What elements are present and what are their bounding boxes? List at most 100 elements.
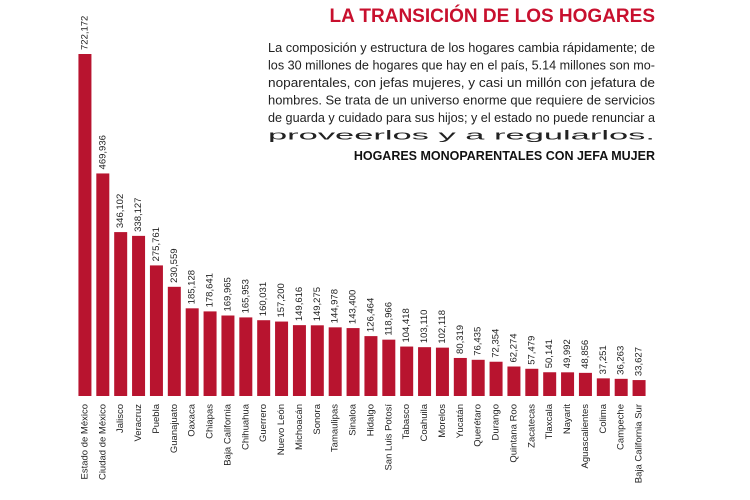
category-label: Coahuila (419, 403, 430, 441)
value-label: 49,992 (562, 339, 573, 368)
bar (453, 357, 467, 396)
chart-title: LA TRANSICIÓN DE LOS HOGARES (330, 5, 655, 27)
value-label: 80,319 (455, 325, 466, 354)
category-label: Estado de México (79, 404, 90, 480)
description-line: noparentales, con jefas mujeres, y casi … (268, 76, 655, 90)
value-label: 469,936 (97, 135, 108, 169)
value-label: 102,118 (437, 310, 448, 344)
category-label: Hidalgo (365, 404, 376, 436)
value-label: 126,464 (365, 298, 376, 332)
value-label: 48,856 (580, 340, 591, 369)
category-label: Zacatecas (526, 404, 537, 448)
value-label: 37,251 (598, 345, 609, 374)
description-line: de guarda y cuidado para sus hijos; y el… (268, 111, 655, 125)
description-line: proveerlos y a regularlos. (268, 129, 655, 143)
category-label: Ciudad de México (97, 404, 108, 480)
chart-subtitle: HOGARES MONOPARENTALES CON JEFA MUJER (354, 149, 655, 163)
bar (578, 372, 592, 396)
value-label: 118,966 (383, 302, 394, 336)
category-label: Michoacán (294, 404, 305, 450)
value-label: 165,953 (240, 279, 251, 313)
bar (149, 265, 163, 396)
bar (310, 325, 324, 396)
category-label: Aguascalientes (580, 404, 591, 469)
bar (221, 315, 235, 396)
bar (471, 359, 485, 396)
value-label: 143,400 (348, 290, 359, 324)
category-label: Sinaloa (348, 403, 359, 435)
category-label: San Luis Potosí (383, 404, 394, 471)
category-label: Nuevo León (276, 404, 287, 455)
category-label: Jalisco (115, 404, 126, 433)
bar (114, 232, 128, 396)
description-line: La composición y estructura de los hogar… (268, 41, 655, 55)
value-label: 149,275 (312, 287, 323, 321)
category-label: Durango (491, 404, 502, 440)
bar (275, 321, 289, 396)
bar (418, 347, 432, 396)
value-label: 50,141 (544, 339, 555, 368)
category-label: Chiapas (205, 404, 216, 439)
description-line: hombres. Se trata de un universo enorme … (268, 94, 655, 108)
bar (257, 320, 271, 396)
bar (525, 368, 539, 396)
category-label: Querétaro (473, 404, 484, 447)
category-label: Chihuahua (240, 403, 251, 450)
bar (96, 173, 110, 396)
category-label: Baja California (222, 403, 233, 465)
value-label: 185,128 (187, 270, 198, 304)
bar (185, 308, 199, 396)
bar (364, 336, 378, 396)
category-label: Guerrero (258, 404, 269, 442)
value-label: 160,031 (258, 282, 269, 316)
bar (346, 328, 360, 396)
value-label: 338,127 (133, 198, 144, 232)
bar (132, 235, 146, 396)
value-label: 275,761 (151, 227, 162, 261)
bar (489, 361, 503, 396)
bar (328, 327, 342, 396)
value-label: 346,102 (115, 194, 126, 228)
bar (78, 54, 92, 396)
bar (239, 317, 253, 396)
category-label: Colima (598, 403, 609, 433)
bar (507, 366, 521, 396)
category-label: Puebla (151, 403, 162, 433)
category-label: Tabasco (401, 404, 412, 439)
bar (561, 372, 575, 396)
category-label: Sonora (312, 403, 323, 434)
category-label: Guanajuato (169, 404, 180, 453)
category-label: Tlaxcala (544, 403, 555, 439)
value-label: 62,274 (508, 333, 519, 362)
category-label: Baja California Sur (634, 404, 645, 483)
value-label: 57,479 (526, 336, 537, 365)
bar (203, 311, 217, 396)
value-label: 72,354 (491, 329, 502, 358)
bar (632, 380, 646, 396)
category-label: Veracruz (133, 404, 144, 442)
value-label: 103,110 (419, 310, 430, 344)
bar (596, 378, 610, 396)
bar (292, 325, 306, 396)
category-label: Oaxaca (187, 403, 198, 436)
value-label: 157,200 (276, 283, 287, 317)
bar (614, 378, 628, 396)
category-label: Yucatán (455, 404, 466, 438)
description-line: los 30 millones de hogares que hay en el… (268, 59, 655, 73)
bar (167, 286, 181, 396)
value-label: 144,978 (330, 289, 341, 323)
category-label: Nayarit (562, 404, 573, 434)
bar (435, 347, 449, 396)
value-label: 104,418 (401, 308, 412, 342)
value-label: 230,559 (169, 248, 180, 282)
value-label: 722,172 (79, 16, 90, 50)
value-label: 36,263 (616, 346, 627, 375)
category-label: Campeche (616, 404, 627, 450)
value-label: 33,627 (634, 347, 645, 376)
value-label: 178,641 (205, 273, 216, 307)
bar (400, 346, 414, 396)
value-label: 169,965 (222, 277, 233, 311)
category-label: Tamaulipas (330, 404, 341, 452)
bar (382, 339, 396, 396)
